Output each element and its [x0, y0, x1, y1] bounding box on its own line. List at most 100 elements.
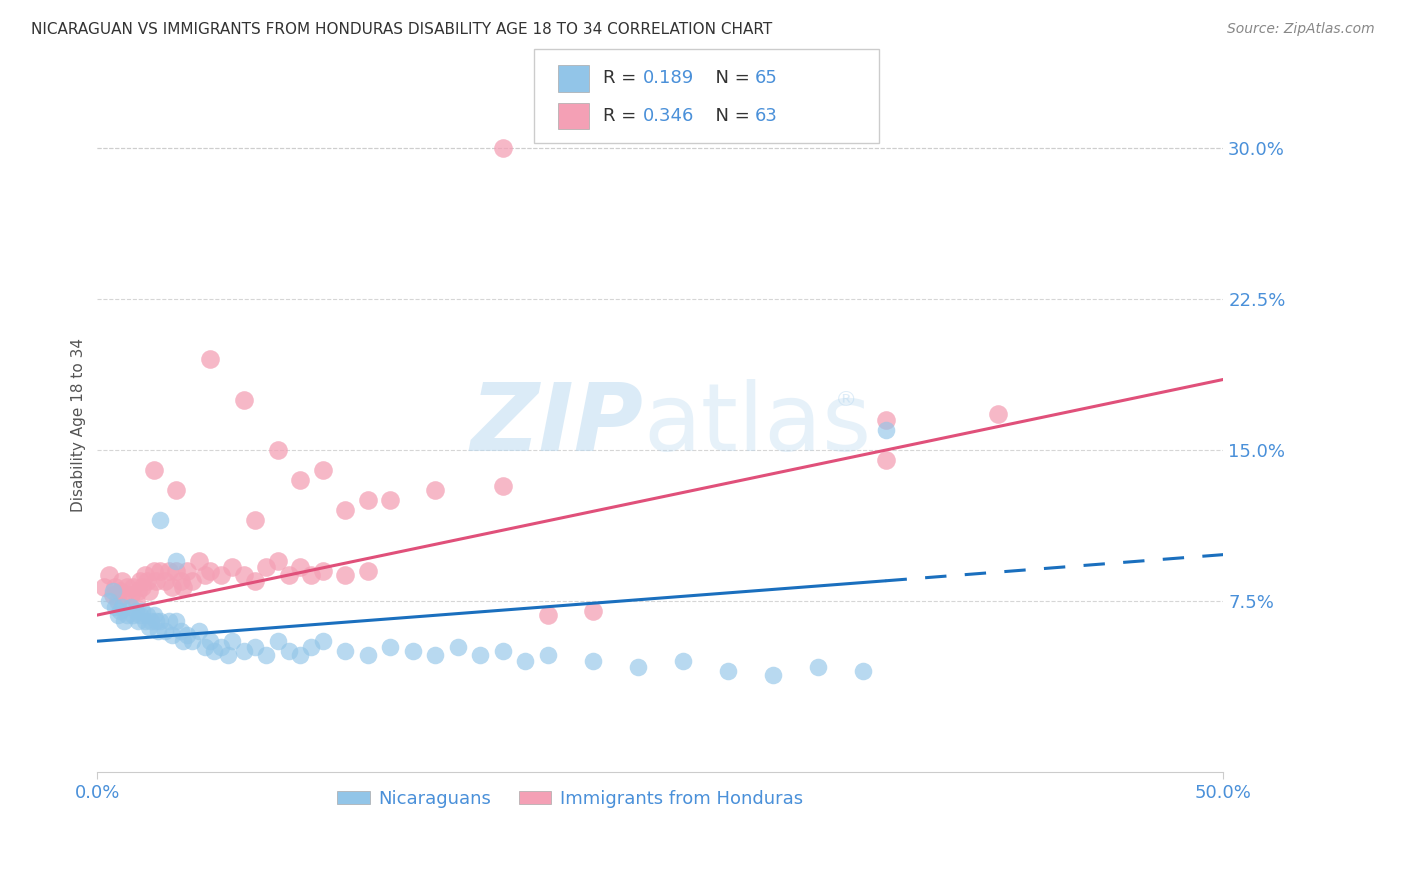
Point [157, 564, 180, 578]
Point [172, 634, 194, 648]
Point [875, 423, 897, 437]
Point [134, 614, 156, 628]
Point [165, 483, 187, 498]
Point [217, 648, 239, 663]
Point [176, 564, 198, 578]
Point [149, 564, 172, 578]
Point [288, 648, 311, 663]
Text: R =: R = [603, 107, 643, 125]
Point [717, 665, 740, 679]
Point [209, 567, 232, 582]
Point [141, 614, 163, 628]
Point [127, 614, 149, 628]
Point [108, 604, 131, 618]
Point [447, 640, 470, 655]
Point [142, 607, 165, 622]
Point [299, 640, 322, 655]
Point [627, 660, 650, 674]
Point [672, 654, 695, 668]
Point [181, 574, 204, 588]
Point [107, 607, 129, 622]
Text: N =: N = [704, 70, 756, 87]
Text: N =: N = [704, 107, 756, 125]
Point [194, 640, 217, 655]
Text: 63: 63 [755, 107, 778, 125]
Point [149, 513, 172, 527]
Point [356, 493, 378, 508]
Point [492, 479, 515, 493]
Point [288, 473, 311, 487]
Text: 0.346: 0.346 [643, 107, 695, 125]
Point [142, 463, 165, 477]
Point [135, 574, 157, 588]
Point [165, 554, 187, 568]
Point [107, 594, 129, 608]
Point [115, 580, 138, 594]
Point [170, 624, 193, 639]
Text: Source: ZipAtlas.com: Source: ZipAtlas.com [1227, 22, 1375, 37]
Point [299, 567, 322, 582]
Point [470, 648, 492, 663]
Point [176, 628, 198, 642]
Point [165, 564, 187, 578]
Point [987, 407, 1010, 421]
Point [97, 594, 120, 608]
Point [204, 644, 226, 658]
Point [198, 564, 221, 578]
Point [582, 604, 605, 618]
Point [142, 564, 165, 578]
Point [122, 580, 145, 594]
Point [112, 588, 135, 602]
Point [160, 580, 183, 594]
Point [254, 648, 277, 663]
Point [131, 604, 153, 618]
Point [492, 141, 515, 155]
Point [378, 493, 401, 508]
Point [129, 574, 152, 588]
Point [243, 513, 266, 527]
Point [187, 554, 209, 568]
Point [112, 614, 135, 628]
Point [198, 634, 221, 648]
Point [492, 644, 515, 658]
Point [111, 599, 134, 614]
Point [852, 665, 875, 679]
Point [104, 580, 127, 594]
Point [378, 640, 401, 655]
Point [111, 574, 134, 588]
Point [138, 583, 160, 598]
Point [187, 624, 209, 639]
Point [311, 564, 333, 578]
Point [311, 634, 333, 648]
Point [582, 654, 605, 668]
Point [93, 580, 115, 594]
Point [122, 607, 145, 622]
Point [145, 614, 167, 628]
Point [157, 614, 180, 628]
Point [537, 648, 560, 663]
Point [266, 554, 288, 568]
Point [153, 624, 176, 639]
Point [120, 588, 142, 602]
Point [149, 614, 172, 628]
Point [129, 607, 152, 622]
Point [221, 634, 243, 648]
Point [160, 628, 183, 642]
Point [101, 588, 124, 602]
Text: R =: R = [603, 70, 643, 87]
Point [288, 559, 311, 574]
Point [170, 574, 193, 588]
Point [401, 644, 423, 658]
Point [198, 352, 221, 367]
Point [875, 413, 897, 427]
Point [108, 583, 131, 598]
Point [311, 463, 333, 477]
Point [181, 634, 204, 648]
Point [115, 607, 138, 622]
Point [356, 648, 378, 663]
Point [135, 607, 157, 622]
Point [232, 392, 254, 407]
Point [762, 668, 785, 682]
Point [120, 599, 142, 614]
Point [153, 574, 176, 588]
